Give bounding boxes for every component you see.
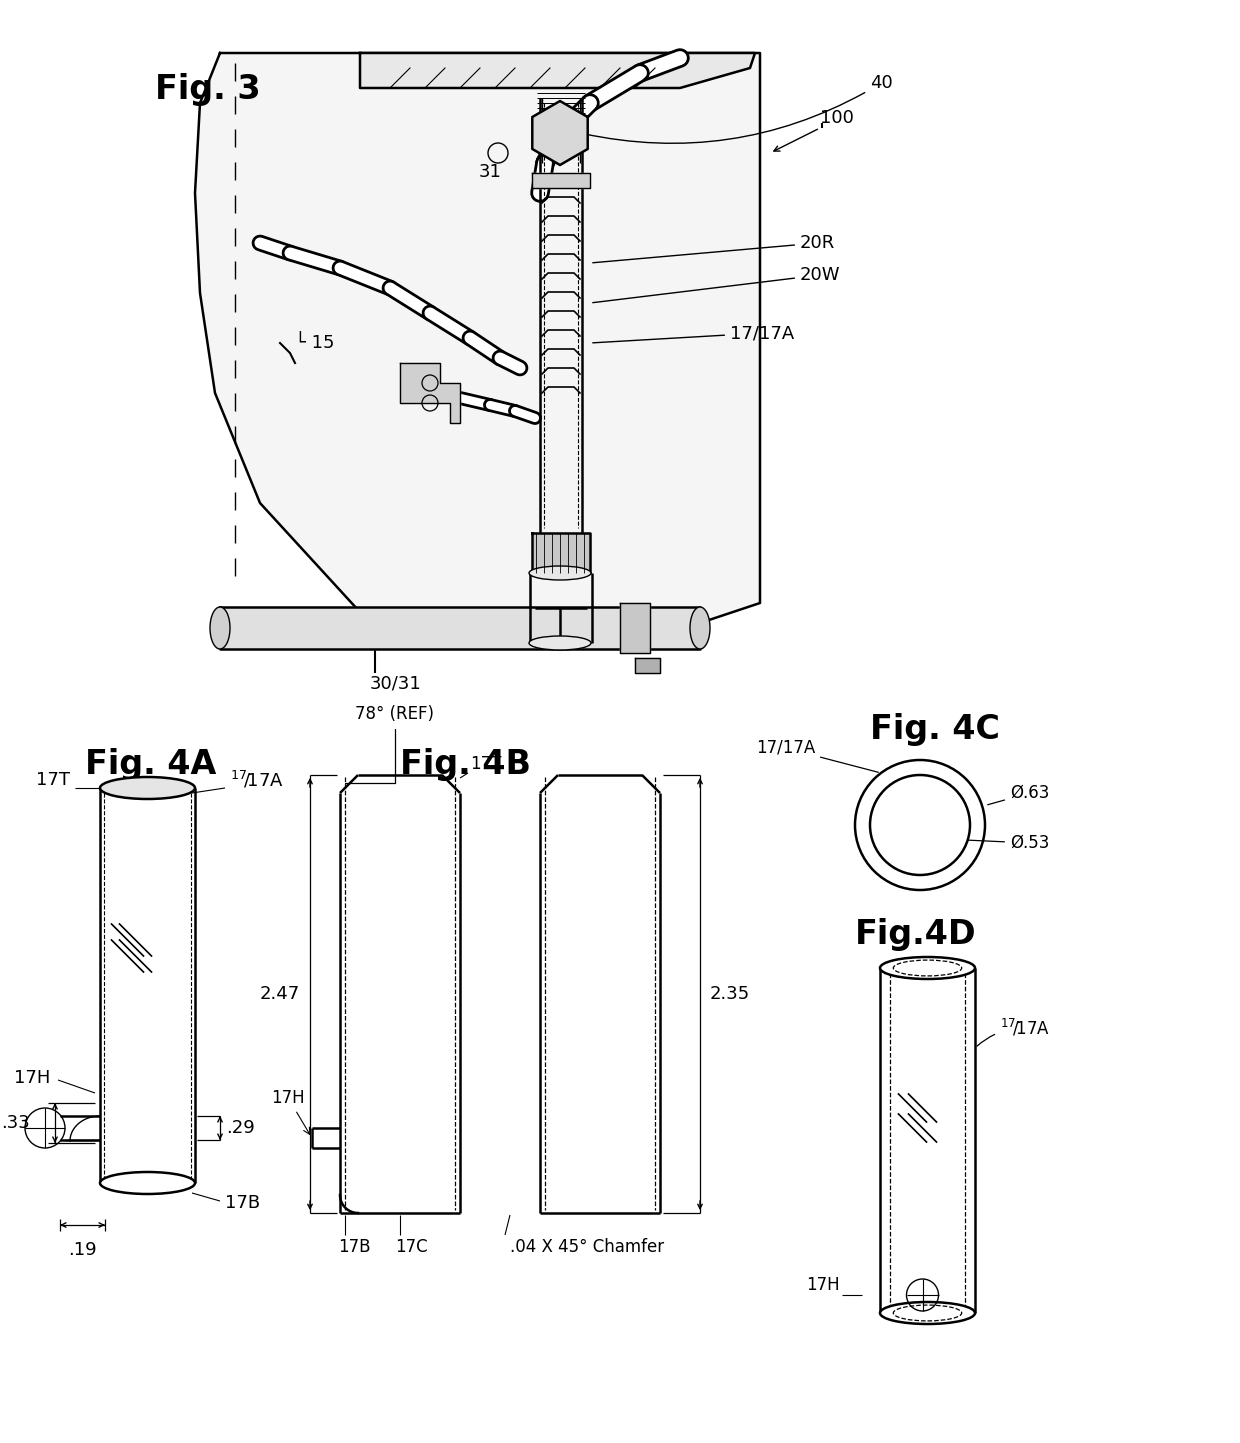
Text: Fig. 4C: Fig. 4C [870, 713, 999, 746]
Text: .29: .29 [226, 1118, 254, 1137]
Polygon shape [532, 173, 590, 188]
Text: .33: .33 [1, 1114, 30, 1131]
Text: 17B: 17B [224, 1193, 260, 1212]
Text: 30/31: 30/31 [370, 675, 422, 693]
Text: Fig. 3: Fig. 3 [155, 74, 260, 105]
Text: 17/17A: 17/17A [755, 739, 878, 772]
Text: 17H: 17H [272, 1089, 310, 1134]
Text: $^{17}\!/\!$17A: $^{17}\!/\!$17A [229, 769, 284, 791]
Ellipse shape [689, 608, 711, 649]
Text: Fig.4D: Fig.4D [856, 918, 977, 951]
Ellipse shape [100, 776, 195, 799]
Text: 17H: 17H [14, 1069, 50, 1087]
Text: Ø.63: Ø.63 [988, 784, 1049, 805]
Polygon shape [532, 532, 590, 573]
Polygon shape [620, 603, 650, 654]
Text: 17/17A: 17/17A [593, 325, 795, 343]
Text: Fig. 4B: Fig. 4B [401, 747, 531, 781]
Polygon shape [532, 101, 588, 165]
Text: 17H: 17H [806, 1276, 839, 1294]
Text: 20R: 20R [593, 234, 836, 263]
Text: 17C: 17C [396, 1238, 428, 1255]
Text: 40: 40 [583, 74, 893, 143]
Polygon shape [401, 364, 460, 423]
Text: Fig. 4A: Fig. 4A [86, 747, 216, 781]
Polygon shape [360, 53, 755, 88]
Text: 2.47: 2.47 [259, 986, 300, 1003]
Ellipse shape [100, 1172, 195, 1193]
Text: 17T: 17T [470, 755, 501, 773]
Ellipse shape [880, 957, 975, 978]
Ellipse shape [529, 636, 591, 649]
Polygon shape [219, 608, 701, 649]
Ellipse shape [210, 608, 229, 649]
Text: └ 15: └ 15 [295, 333, 335, 352]
Text: 20W: 20W [593, 266, 841, 303]
Text: 100: 100 [820, 110, 854, 127]
Text: 17T: 17T [36, 771, 69, 789]
Text: 31: 31 [479, 163, 501, 180]
Polygon shape [195, 53, 760, 623]
Polygon shape [635, 658, 660, 672]
Text: .04 X 45° Chamfer: .04 X 45° Chamfer [510, 1238, 665, 1255]
Ellipse shape [529, 566, 591, 580]
Text: 78° (REF): 78° (REF) [345, 706, 434, 784]
Text: 17B: 17B [339, 1238, 371, 1255]
Text: 2.35: 2.35 [711, 986, 750, 1003]
Text: .19: .19 [68, 1241, 97, 1258]
Ellipse shape [880, 1302, 975, 1325]
Text: $^{17}\!/\!$17A: $^{17}\!/\!$17A [977, 1017, 1050, 1046]
Text: Ø.53: Ø.53 [967, 834, 1049, 851]
